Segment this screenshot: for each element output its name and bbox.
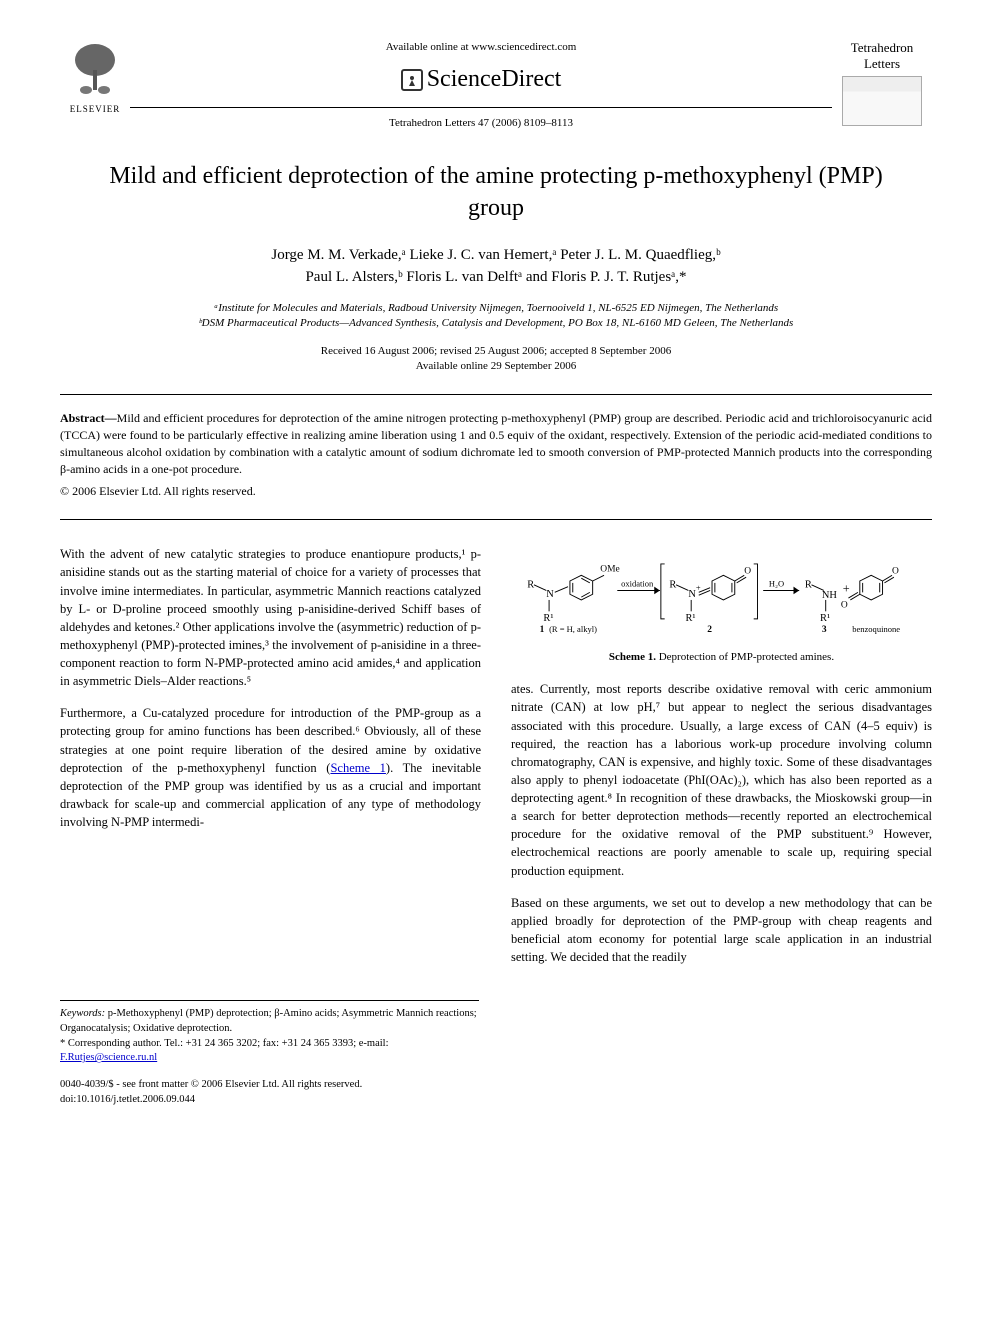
scheme-1-caption: Scheme 1. Deprotection of PMP-protected … (511, 650, 932, 666)
svg-text:O: O (892, 567, 899, 577)
svg-text:OMe: OMe (600, 565, 619, 575)
affiliations-block: ᵃInstitute for Molecules and Materials, … (100, 301, 892, 332)
body-paragraph-3: ates. Currently, most reports describe o… (511, 680, 932, 879)
affiliation-a: ᵃInstitute for Molecules and Materials, … (100, 301, 892, 316)
svg-text:oxidation: oxidation (621, 579, 654, 589)
abstract-top-rule (60, 394, 932, 395)
authors-line-2: Paul L. Alsters,ᵇ Floris L. van Delftᵃ a… (100, 266, 892, 289)
svg-text:R: R (669, 580, 676, 591)
sciencedirect-text: ScienceDirect (427, 63, 562, 97)
svg-text:2: 2 (707, 625, 712, 635)
keywords-label: Keywords: (60, 1008, 105, 1019)
authors-line-1: Jorge M. M. Verkade,ᵃ Lieke J. C. van He… (100, 244, 892, 267)
abstract-text: Mild and efficient procedures for deprot… (60, 411, 932, 475)
svg-text:N: N (546, 589, 554, 600)
body-paragraph-2: Furthermore, a Cu-catalyzed procedure fo… (60, 704, 481, 831)
header-rule (130, 107, 832, 108)
available-online-text: Available online at www.sciencedirect.co… (130, 40, 832, 55)
scheme-1-link[interactable]: Scheme 1 (330, 761, 385, 775)
title-text: Mild and efficient deprotection of the a… (109, 163, 882, 220)
corr-label: * Corresponding author. (60, 1038, 164, 1049)
front-matter-text: 0040-4039/$ - see front matter © 2006 El… (60, 1078, 362, 1093)
corresponding-author-line: * Corresponding author. Tel.: +31 24 365… (60, 1037, 479, 1066)
svg-text:R¹: R¹ (686, 613, 696, 624)
elsevier-label: ELSEVIER (70, 103, 121, 116)
dates-block: Received 16 August 2006; revised 25 Augu… (60, 344, 932, 375)
svg-text:3: 3 (822, 625, 827, 635)
body-paragraph-1: With the advent of new catalytic strateg… (60, 545, 481, 690)
svg-text:(R = H, alkyl): (R = H, alkyl) (549, 624, 597, 634)
svg-text:R: R (527, 580, 534, 591)
right-column: R N R¹ OMe 1 (R = H, alkyl) (511, 545, 932, 980)
dates-line-1: Received 16 August 2006; revised 25 Augu… (60, 344, 932, 359)
corr-text: Tel.: +31 24 365 3202; fax: +31 24 365 3… (164, 1038, 388, 1049)
article-title: Mild and efficient deprotection of the a… (100, 161, 892, 223)
affiliation-b: ᵇDSM Pharmaceutical Products—Advanced Sy… (100, 316, 892, 331)
bottom-left-block: 0040-4039/$ - see front matter © 2006 El… (60, 1078, 362, 1107)
scheme-1-figure: R N R¹ OMe 1 (R = H, alkyl) (511, 545, 932, 640)
scheme-caption-text: Deprotection of PMP-protected amines. (656, 651, 834, 663)
scheme-caption-label: Scheme 1. (609, 651, 656, 663)
abstract-block: Abstract—Mild and efficient procedures f… (60, 410, 932, 477)
svg-text:R¹: R¹ (543, 613, 553, 624)
journal-name-2: Letters (832, 56, 932, 72)
svg-text:benzoquinone: benzoquinone (852, 624, 900, 634)
svg-text:+: + (696, 583, 701, 593)
svg-text:R¹: R¹ (820, 613, 830, 624)
doi-text: doi:10.1016/j.tetlet.2006.09.044 (60, 1093, 362, 1108)
svg-text:1: 1 (540, 625, 545, 635)
svg-text:O: O (744, 567, 751, 577)
journal-reference: Tetrahedron Letters 47 (2006) 8109–8113 (130, 116, 832, 131)
page-container: ELSEVIER Available online at www.science… (0, 0, 992, 1137)
body-paragraph-4: Based on these arguments, we set out to … (511, 894, 932, 967)
dates-line-2: Available online 29 September 2006 (60, 359, 932, 374)
sciencedirect-icon (401, 69, 423, 91)
svg-text:+: + (843, 582, 850, 596)
left-column: With the advent of new catalytic strateg… (60, 545, 481, 980)
body-columns: With the advent of new catalytic strateg… (60, 545, 932, 980)
corr-email-link[interactable]: F.Rutjes@science.ru.nl (60, 1052, 157, 1063)
sciencedirect-logo: ScienceDirect (130, 63, 832, 97)
footnotes-block: Keywords: p-Methoxyphenyl (PMP) deprotec… (60, 1000, 479, 1066)
keywords-text: p-Methoxyphenyl (PMP) deprotection; β-Am… (60, 1008, 477, 1034)
journal-cover-thumbnail (842, 76, 922, 126)
header-row: ELSEVIER Available online at www.science… (60, 40, 932, 131)
journal-name-1: Tetrahedron (832, 40, 932, 56)
svg-text:NH: NH (822, 590, 838, 601)
abstract-bottom-rule (60, 519, 932, 520)
elsevier-logo: ELSEVIER (60, 40, 130, 120)
svg-text:O: O (841, 601, 848, 611)
center-header: Available online at www.sciencedirect.co… (130, 40, 832, 131)
authors-block: Jorge M. M. Verkade,ᵃ Lieke J. C. van He… (100, 244, 892, 289)
svg-text:R: R (805, 580, 812, 591)
journal-logo-block: Tetrahedron Letters (832, 40, 932, 126)
copyright-text: © 2006 Elsevier Ltd. All rights reserved… (60, 483, 932, 500)
keywords-line: Keywords: p-Methoxyphenyl (PMP) deprotec… (60, 1007, 479, 1036)
abstract-label: Abstract— (60, 411, 117, 425)
elsevier-tree-icon (68, 40, 123, 100)
scheme-1-svg: R N R¹ OMe 1 (R = H, alkyl) (511, 545, 932, 635)
svg-text:H₂O: H₂O (769, 579, 784, 589)
bottom-refs: 0040-4039/$ - see front matter © 2006 El… (60, 1078, 932, 1107)
